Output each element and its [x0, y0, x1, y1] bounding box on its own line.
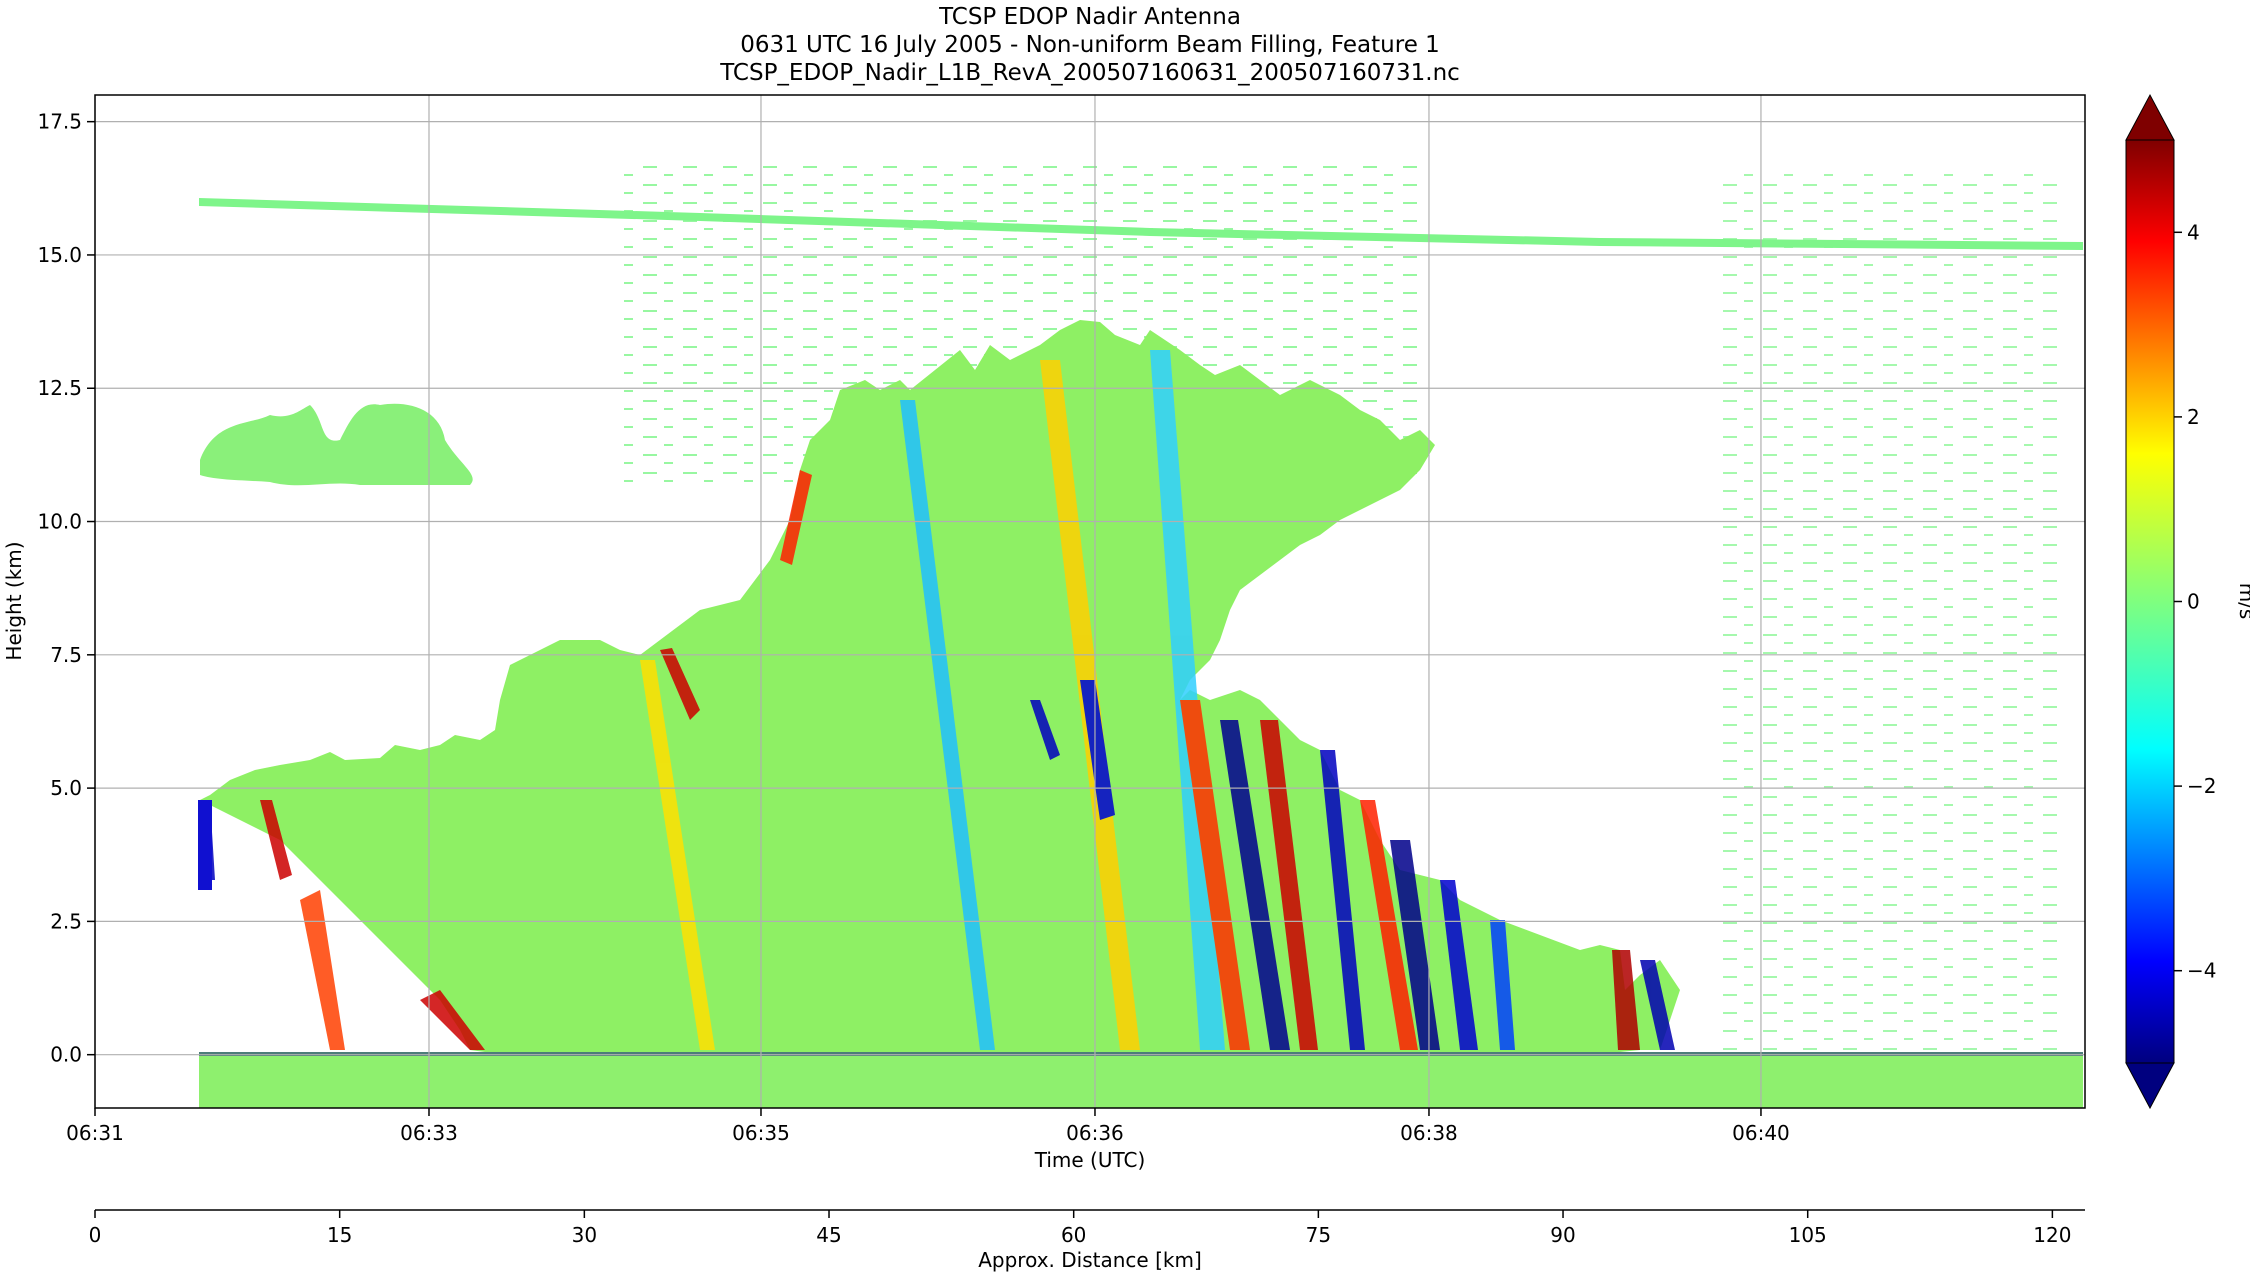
y-tick-label: 10.0	[37, 510, 82, 534]
distance-tick-label: 120	[2033, 1223, 2071, 1247]
y-tick-label: 17.5	[37, 110, 82, 134]
distance-tick-label: 75	[1306, 1223, 1331, 1247]
distance-tick-label: 105	[1789, 1223, 1827, 1247]
title-line-3: TCSP_EDOP_Nadir_L1B_RevA_200507160631_20…	[719, 60, 1460, 86]
title-line-2: 0631 UTC 16 July 2005 - Non-uniform Beam…	[740, 32, 1440, 58]
y-tick-label: 7.5	[50, 643, 82, 667]
x-tick-label: 06:35	[732, 1121, 790, 1145]
y-axis: 0.0 2.5 5.0 7.5 10.0 12.5 15.0 17.5	[37, 110, 95, 1067]
colorbar-extend-max	[2125, 93, 2175, 141]
surface-line	[199, 1052, 2083, 1056]
y-tick-label: 15.0	[37, 243, 82, 267]
x-axis: 06:31 06:33 06:35 06:36 06:38 06:40	[66, 1108, 1790, 1145]
colorbar-tick-label: −4	[2187, 959, 2216, 983]
colorbar-label: m/s	[2235, 583, 2250, 620]
y-tick-label: 5.0	[50, 776, 82, 800]
distance-axis-label: Approx. Distance [km]	[978, 1248, 1202, 1272]
distance-tick-label: 0	[89, 1223, 102, 1247]
surface-band	[199, 1052, 2083, 1108]
distance-tick-label: 30	[572, 1223, 597, 1247]
cloud-structure	[200, 350, 1675, 1050]
x-tick-label: 06:36	[1066, 1121, 1124, 1145]
left-edge-feature	[198, 800, 212, 890]
y-tick-label: 12.5	[37, 376, 82, 400]
colorbar-tick-label: 4	[2187, 220, 2200, 244]
y-tick-label: 0.0	[50, 1043, 82, 1067]
colorbar: −4 −2 0 2 4	[2125, 93, 2216, 1110]
colorbar-tick-label: 0	[2187, 590, 2200, 614]
tropopause-band	[199, 198, 2083, 250]
plot-area	[95, 95, 2085, 1108]
x-tick-label: 06:40	[1732, 1121, 1790, 1145]
y-axis-label: Height (km)	[2, 541, 26, 660]
distance-axis: 0 15 30 45 60 75 90 105 120	[89, 1209, 2085, 1247]
x-axis-label: Time (UTC)	[1034, 1148, 1146, 1172]
distance-tick-label: 15	[327, 1223, 352, 1247]
x-tick-label: 06:33	[400, 1121, 458, 1145]
distance-tick-label: 45	[816, 1223, 841, 1247]
colorbar-body	[2125, 139, 2175, 1064]
chart-title: TCSP EDOP Nadir Antenna 0631 UTC 16 July…	[719, 4, 1460, 86]
x-tick-label: 06:38	[1400, 1121, 1458, 1145]
distance-tick-label: 60	[1061, 1223, 1086, 1247]
title-line-1: TCSP EDOP Nadir Antenna	[938, 4, 1241, 30]
plot-frame	[94, 94, 2086, 1109]
colorbar-tick-label: 2	[2187, 405, 2200, 429]
colorbar-tick-label: −2	[2187, 774, 2216, 798]
colorbar-extend-min	[2125, 1062, 2175, 1110]
cirrus-patch-left	[200, 403, 473, 486]
distance-tick-label: 90	[1550, 1223, 1575, 1247]
noise-streaks-right	[1720, 170, 2060, 1090]
y-tick-label: 2.5	[50, 909, 82, 933]
x-tick-label: 06:31	[66, 1121, 124, 1145]
